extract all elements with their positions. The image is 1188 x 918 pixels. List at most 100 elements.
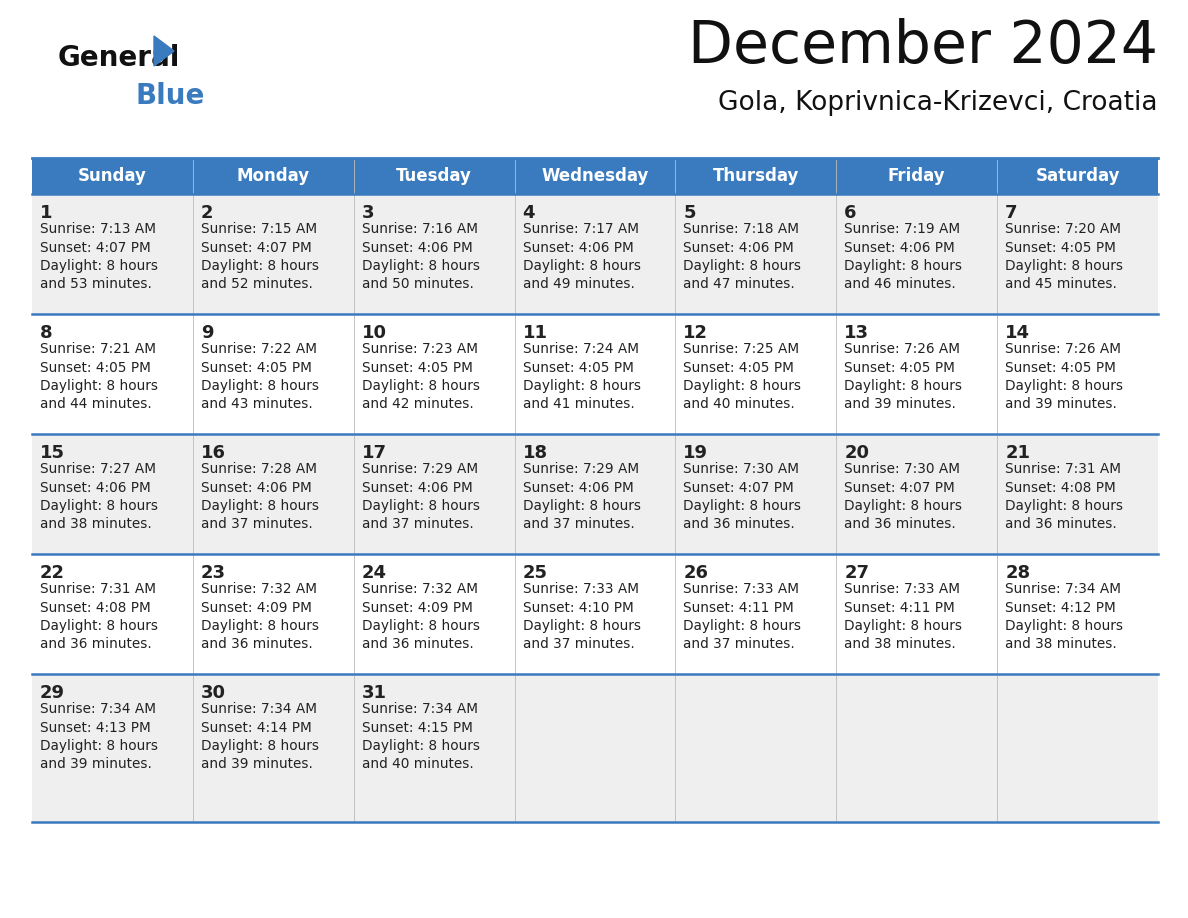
- Text: and 52 minutes.: and 52 minutes.: [201, 277, 312, 292]
- Text: Sunrise: 7:15 AM: Sunrise: 7:15 AM: [201, 222, 317, 236]
- Text: Daylight: 8 hours: Daylight: 8 hours: [201, 259, 318, 273]
- Text: Sunset: 4:09 PM: Sunset: 4:09 PM: [361, 600, 473, 614]
- Text: Daylight: 8 hours: Daylight: 8 hours: [523, 499, 640, 513]
- Text: Sunset: 4:10 PM: Sunset: 4:10 PM: [523, 600, 633, 614]
- Bar: [32, 194, 1158, 314]
- Text: December 2024: December 2024: [688, 18, 1158, 75]
- Text: 31: 31: [361, 684, 387, 702]
- Text: General: General: [58, 44, 181, 72]
- Text: Daylight: 8 hours: Daylight: 8 hours: [361, 499, 480, 513]
- Text: 15: 15: [40, 444, 65, 462]
- Text: Sunset: 4:05 PM: Sunset: 4:05 PM: [523, 361, 633, 375]
- Text: 20: 20: [845, 444, 870, 462]
- Text: Sunset: 4:06 PM: Sunset: 4:06 PM: [523, 241, 633, 254]
- Text: Sunrise: 7:13 AM: Sunrise: 7:13 AM: [40, 222, 156, 236]
- Text: and 40 minutes.: and 40 minutes.: [683, 397, 795, 411]
- Text: 26: 26: [683, 564, 708, 582]
- Text: Sunrise: 7:30 AM: Sunrise: 7:30 AM: [683, 462, 800, 476]
- Text: and 39 minutes.: and 39 minutes.: [40, 757, 152, 771]
- Text: Daylight: 8 hours: Daylight: 8 hours: [201, 499, 318, 513]
- Text: 29: 29: [40, 684, 65, 702]
- Text: Daylight: 8 hours: Daylight: 8 hours: [40, 379, 158, 393]
- Text: Daylight: 8 hours: Daylight: 8 hours: [845, 619, 962, 633]
- Text: and 36 minutes.: and 36 minutes.: [1005, 518, 1117, 532]
- Text: 11: 11: [523, 324, 548, 342]
- Text: Daylight: 8 hours: Daylight: 8 hours: [523, 619, 640, 633]
- Text: Sunrise: 7:29 AM: Sunrise: 7:29 AM: [523, 462, 639, 476]
- Bar: [32, 554, 1158, 674]
- Text: 27: 27: [845, 564, 870, 582]
- Text: Sunrise: 7:22 AM: Sunrise: 7:22 AM: [201, 342, 317, 356]
- Text: Sunset: 4:06 PM: Sunset: 4:06 PM: [201, 480, 311, 495]
- Text: Daylight: 8 hours: Daylight: 8 hours: [361, 619, 480, 633]
- Text: Sunrise: 7:25 AM: Sunrise: 7:25 AM: [683, 342, 800, 356]
- Text: Sunrise: 7:18 AM: Sunrise: 7:18 AM: [683, 222, 800, 236]
- Text: 4: 4: [523, 204, 535, 222]
- Text: Daylight: 8 hours: Daylight: 8 hours: [683, 499, 802, 513]
- Text: 21: 21: [1005, 444, 1030, 462]
- Text: Sunrise: 7:33 AM: Sunrise: 7:33 AM: [523, 582, 639, 596]
- Text: Blue: Blue: [135, 82, 206, 110]
- Text: Daylight: 8 hours: Daylight: 8 hours: [683, 379, 802, 393]
- Text: Daylight: 8 hours: Daylight: 8 hours: [361, 379, 480, 393]
- Text: and 38 minutes.: and 38 minutes.: [40, 518, 152, 532]
- Text: Sunset: 4:06 PM: Sunset: 4:06 PM: [361, 241, 473, 254]
- Text: 12: 12: [683, 324, 708, 342]
- Text: Sunrise: 7:19 AM: Sunrise: 7:19 AM: [845, 222, 960, 236]
- Text: Daylight: 8 hours: Daylight: 8 hours: [1005, 499, 1123, 513]
- Text: Sunset: 4:06 PM: Sunset: 4:06 PM: [523, 480, 633, 495]
- Text: and 39 minutes.: and 39 minutes.: [1005, 397, 1117, 411]
- Text: Sunset: 4:13 PM: Sunset: 4:13 PM: [40, 721, 151, 734]
- Text: Sunset: 4:05 PM: Sunset: 4:05 PM: [1005, 241, 1116, 254]
- Text: and 42 minutes.: and 42 minutes.: [361, 397, 474, 411]
- Text: 14: 14: [1005, 324, 1030, 342]
- Text: Daylight: 8 hours: Daylight: 8 hours: [845, 259, 962, 273]
- Text: 2: 2: [201, 204, 214, 222]
- Text: and 43 minutes.: and 43 minutes.: [201, 397, 312, 411]
- Text: Daylight: 8 hours: Daylight: 8 hours: [201, 619, 318, 633]
- Text: 10: 10: [361, 324, 387, 342]
- Text: 7: 7: [1005, 204, 1018, 222]
- Text: Daylight: 8 hours: Daylight: 8 hours: [523, 379, 640, 393]
- Text: Sunrise: 7:34 AM: Sunrise: 7:34 AM: [361, 702, 478, 716]
- Text: 18: 18: [523, 444, 548, 462]
- Text: Sunset: 4:11 PM: Sunset: 4:11 PM: [845, 600, 955, 614]
- Text: Daylight: 8 hours: Daylight: 8 hours: [201, 379, 318, 393]
- Text: Sunrise: 7:23 AM: Sunrise: 7:23 AM: [361, 342, 478, 356]
- Text: 9: 9: [201, 324, 214, 342]
- Text: Monday: Monday: [236, 167, 310, 185]
- Text: Sunset: 4:07 PM: Sunset: 4:07 PM: [201, 241, 311, 254]
- Text: Daylight: 8 hours: Daylight: 8 hours: [683, 619, 802, 633]
- Text: Daylight: 8 hours: Daylight: 8 hours: [1005, 259, 1123, 273]
- Text: Tuesday: Tuesday: [397, 167, 472, 185]
- Text: and 40 minutes.: and 40 minutes.: [361, 757, 474, 771]
- Text: Sunrise: 7:27 AM: Sunrise: 7:27 AM: [40, 462, 156, 476]
- Text: 17: 17: [361, 444, 387, 462]
- Text: and 46 minutes.: and 46 minutes.: [845, 277, 956, 292]
- Text: Sunset: 4:05 PM: Sunset: 4:05 PM: [845, 361, 955, 375]
- Text: Sunrise: 7:34 AM: Sunrise: 7:34 AM: [1005, 582, 1121, 596]
- Text: Sunrise: 7:20 AM: Sunrise: 7:20 AM: [1005, 222, 1121, 236]
- Text: and 53 minutes.: and 53 minutes.: [40, 277, 152, 292]
- Text: and 37 minutes.: and 37 minutes.: [201, 518, 312, 532]
- Text: Daylight: 8 hours: Daylight: 8 hours: [201, 739, 318, 753]
- Text: Sunrise: 7:34 AM: Sunrise: 7:34 AM: [40, 702, 156, 716]
- Text: Sunrise: 7:26 AM: Sunrise: 7:26 AM: [845, 342, 960, 356]
- Text: Daylight: 8 hours: Daylight: 8 hours: [845, 379, 962, 393]
- Text: Sunset: 4:15 PM: Sunset: 4:15 PM: [361, 721, 473, 734]
- Text: Sunrise: 7:26 AM: Sunrise: 7:26 AM: [1005, 342, 1121, 356]
- Text: 30: 30: [201, 684, 226, 702]
- Text: Daylight: 8 hours: Daylight: 8 hours: [40, 499, 158, 513]
- Text: Daylight: 8 hours: Daylight: 8 hours: [361, 739, 480, 753]
- Text: Sunset: 4:05 PM: Sunset: 4:05 PM: [40, 361, 151, 375]
- Text: Daylight: 8 hours: Daylight: 8 hours: [40, 739, 158, 753]
- Text: Sunday: Sunday: [78, 167, 147, 185]
- Text: 3: 3: [361, 204, 374, 222]
- Text: and 36 minutes.: and 36 minutes.: [361, 637, 474, 652]
- Text: and 36 minutes.: and 36 minutes.: [201, 637, 312, 652]
- Text: and 37 minutes.: and 37 minutes.: [523, 518, 634, 532]
- Text: Daylight: 8 hours: Daylight: 8 hours: [1005, 379, 1123, 393]
- Text: Sunset: 4:09 PM: Sunset: 4:09 PM: [201, 600, 311, 614]
- Text: Sunrise: 7:31 AM: Sunrise: 7:31 AM: [1005, 462, 1121, 476]
- Text: Sunset: 4:06 PM: Sunset: 4:06 PM: [845, 241, 955, 254]
